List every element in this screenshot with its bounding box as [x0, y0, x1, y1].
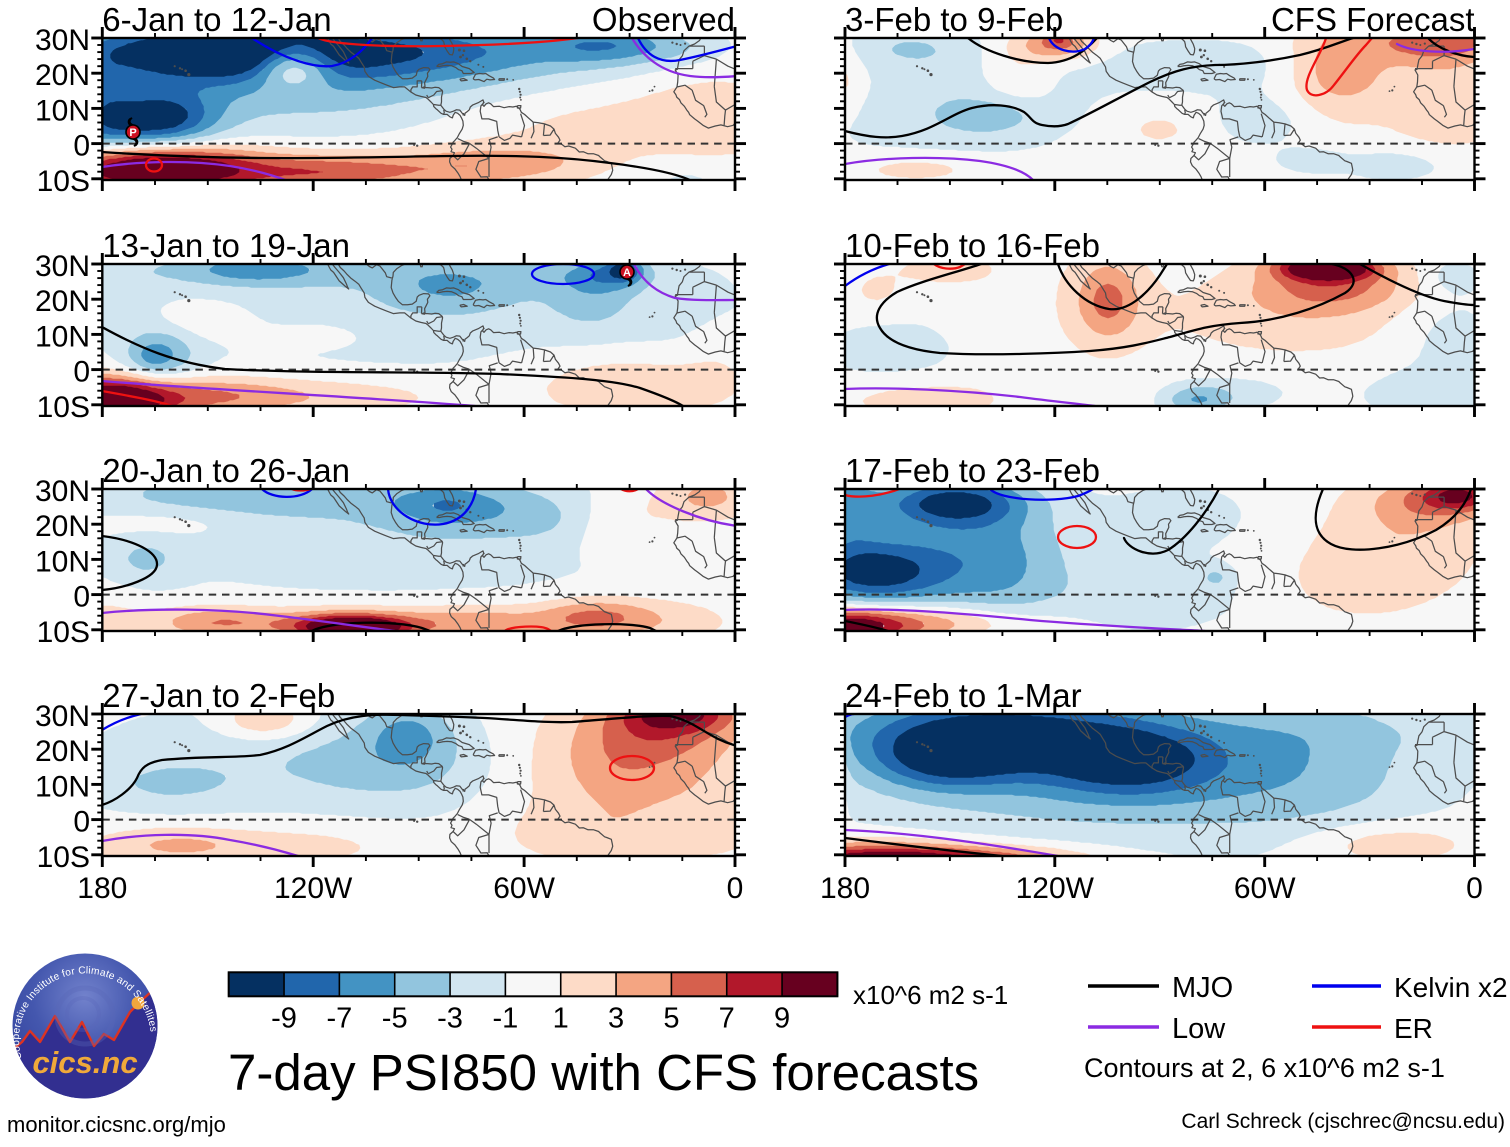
svg-text:60W: 60W	[493, 872, 555, 905]
svg-text:24-Feb to 1-Mar: 24-Feb to 1-Mar	[845, 677, 1082, 714]
svg-text:-9: -9	[271, 1002, 297, 1034]
svg-text:P: P	[129, 127, 136, 139]
svg-text:CFS Forecast: CFS Forecast	[1271, 1, 1475, 38]
svg-text:10S: 10S	[37, 841, 90, 874]
svg-text:-5: -5	[382, 1002, 408, 1034]
svg-text:27-Jan to 2-Feb: 27-Jan to 2-Feb	[102, 677, 335, 714]
svg-text:Carl Schreck (cjschrec@ncsu.ed: Carl Schreck (cjschrec@ncsu.edu)	[1181, 1110, 1505, 1133]
svg-text:A: A	[623, 267, 631, 279]
svg-text:-3: -3	[437, 1002, 463, 1034]
svg-text:10N: 10N	[35, 94, 90, 127]
svg-text:30N: 30N	[35, 24, 90, 57]
svg-text:MJO: MJO	[1172, 972, 1233, 1004]
svg-text:20N: 20N	[35, 59, 90, 92]
svg-text:3: 3	[608, 1002, 624, 1034]
svg-text:0: 0	[727, 872, 744, 905]
svg-text:ER: ER	[1394, 1013, 1433, 1044]
svg-text:9: 9	[774, 1002, 790, 1034]
svg-text:20-Jan to 26-Jan: 20-Jan to 26-Jan	[102, 452, 350, 489]
svg-text:20N: 20N	[35, 285, 90, 318]
svg-text:7: 7	[719, 1002, 735, 1034]
svg-text:0: 0	[73, 581, 90, 614]
svg-text:20N: 20N	[35, 510, 90, 543]
svg-text:0: 0	[73, 130, 90, 163]
svg-text:180: 180	[820, 872, 870, 905]
svg-text:20N: 20N	[35, 735, 90, 768]
svg-text:10N: 10N	[35, 320, 90, 353]
svg-text:-7: -7	[326, 1002, 352, 1034]
svg-text:30N: 30N	[35, 700, 90, 733]
svg-text:10S: 10S	[37, 616, 90, 649]
svg-text:monitor.cicsnc.org/mjo: monitor.cicsnc.org/mjo	[7, 1112, 226, 1137]
svg-text:10S: 10S	[37, 391, 90, 424]
svg-text:Kelvin x2: Kelvin x2	[1394, 972, 1508, 1003]
svg-text:0: 0	[73, 806, 90, 839]
svg-text:Low: Low	[1172, 1013, 1226, 1045]
svg-text:10S: 10S	[37, 165, 90, 198]
svg-text:7-day PSI850 with CFS forecast: 7-day PSI850 with CFS forecasts	[228, 1044, 979, 1101]
svg-text:5: 5	[663, 1002, 679, 1034]
svg-text:x10^6 m2 s-1: x10^6 m2 s-1	[853, 980, 1008, 1010]
svg-text:Observed: Observed	[592, 1, 735, 38]
svg-text:0: 0	[1466, 872, 1483, 905]
svg-text:120W: 120W	[1016, 872, 1095, 905]
svg-text:30N: 30N	[35, 475, 90, 508]
svg-text:13-Jan to 19-Jan: 13-Jan to 19-Jan	[102, 227, 350, 264]
svg-text:120W: 120W	[274, 872, 353, 905]
svg-text:10-Feb to 16-Feb: 10-Feb to 16-Feb	[845, 227, 1100, 264]
svg-text:Contours at 2, 6 x10^6 m2 s-1: Contours at 2, 6 x10^6 m2 s-1	[1084, 1053, 1445, 1083]
svg-text:3-Feb to 9-Feb: 3-Feb to 9-Feb	[845, 1, 1063, 38]
svg-text:-1: -1	[492, 1002, 518, 1034]
svg-text:0: 0	[73, 356, 90, 389]
svg-text:1: 1	[553, 1002, 569, 1034]
svg-text:30N: 30N	[35, 250, 90, 283]
svg-text:10N: 10N	[35, 545, 90, 578]
svg-text:180: 180	[77, 872, 127, 905]
svg-text:60W: 60W	[1234, 872, 1296, 905]
svg-text:10N: 10N	[35, 770, 90, 803]
svg-text:6-Jan to 12-Jan: 6-Jan to 12-Jan	[102, 1, 331, 38]
svg-text:17-Feb to 23-Feb: 17-Feb to 23-Feb	[845, 452, 1100, 489]
svg-text:cics.nc: cics.nc	[32, 1045, 137, 1080]
